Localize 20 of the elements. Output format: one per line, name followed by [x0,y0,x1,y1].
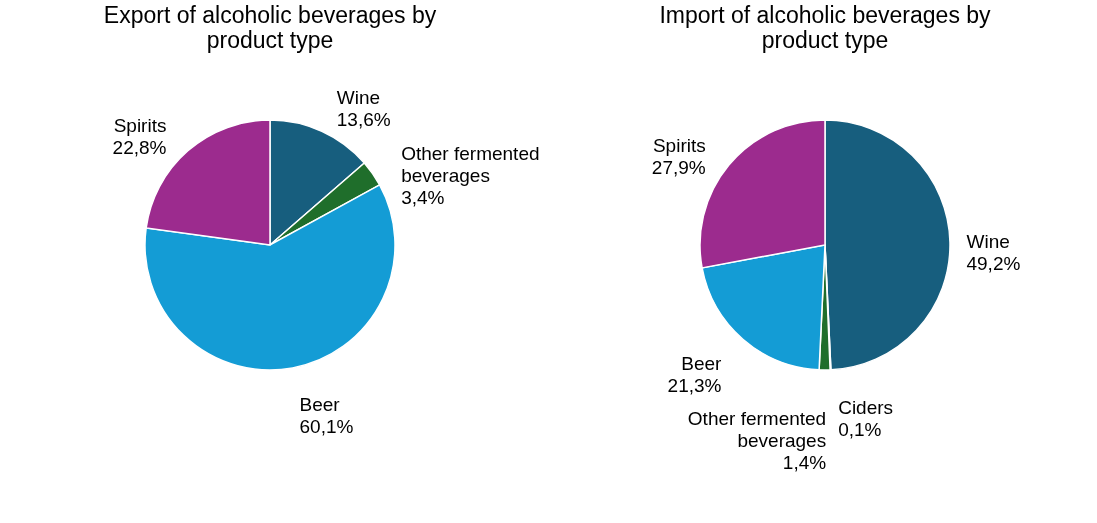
data-label: 60,1% [299,415,354,437]
slice-label: Other fermented beverages [687,408,827,451]
data-label: 22,8% [112,137,167,159]
data-label: 0,1% [838,418,882,440]
chart-title: Export of alcoholic beverages by product type [103,2,437,53]
data-label: 49,2% [966,252,1021,274]
slice-label: Wine [966,230,1010,252]
chart-title: Import of alcoholic beverages by product type [659,2,992,53]
data-label: 21,3% [667,374,722,396]
slice-label: Wine [336,87,381,109]
slice-label: Beer [681,352,723,374]
slice-label: Spirits [113,115,167,137]
data-label: 27,9% [651,156,706,178]
data-label: 13,6% [336,109,391,131]
data-label: 1,4% [782,452,827,473]
data-label: 3,4% [401,186,445,208]
slice-label: Other fermented beverages [401,142,540,186]
slice-label: Ciders [838,396,894,418]
slice-label: Beer [299,393,341,415]
slice-label: Spirits [652,134,706,156]
